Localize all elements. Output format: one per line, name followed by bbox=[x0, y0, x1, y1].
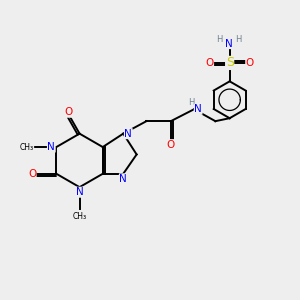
Text: CH₃: CH₃ bbox=[73, 212, 87, 221]
Text: O: O bbox=[64, 107, 72, 117]
Text: H: H bbox=[236, 34, 242, 43]
Text: N: N bbox=[47, 142, 55, 152]
Text: H: H bbox=[216, 34, 223, 43]
Text: S: S bbox=[226, 56, 234, 69]
Text: N: N bbox=[194, 104, 202, 114]
Text: N: N bbox=[124, 129, 132, 139]
Text: N: N bbox=[76, 187, 83, 197]
Text: CH₃: CH₃ bbox=[20, 142, 34, 152]
Text: O: O bbox=[28, 169, 36, 179]
Text: O: O bbox=[246, 58, 254, 68]
Text: O: O bbox=[205, 58, 214, 68]
Text: N: N bbox=[119, 174, 127, 184]
Text: H: H bbox=[188, 98, 195, 107]
Text: O: O bbox=[167, 140, 175, 150]
Text: N: N bbox=[225, 39, 232, 49]
